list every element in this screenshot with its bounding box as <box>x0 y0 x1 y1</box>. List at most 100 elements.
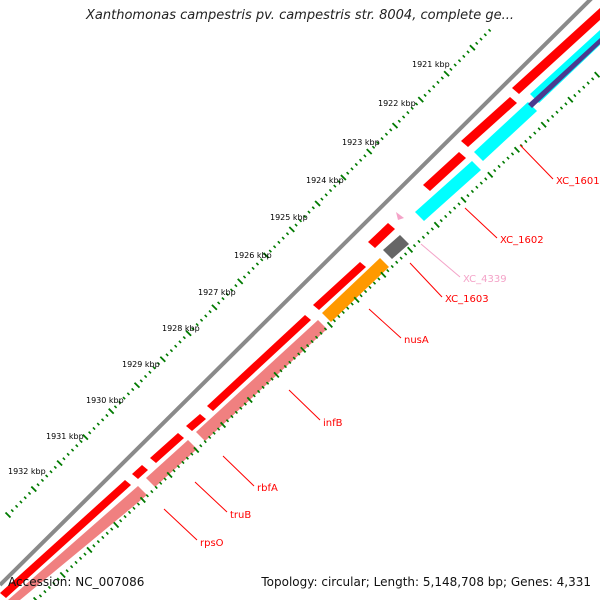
tick-mark <box>247 271 251 275</box>
tick-mark <box>457 59 462 63</box>
tick-mark <box>272 245 277 249</box>
truB-bar[interactable] <box>146 440 197 487</box>
tick-mark <box>143 374 148 379</box>
tick-mark <box>23 496 27 500</box>
tick-mark <box>185 456 190 460</box>
tick-mark <box>417 239 421 244</box>
tick-mark <box>412 244 417 248</box>
tick-mark <box>243 402 247 406</box>
nusA-bar[interactable] <box>322 258 389 322</box>
tick-mark <box>159 356 166 363</box>
XC_1603-bar[interactable] <box>383 235 409 259</box>
tick-mark <box>145 494 149 498</box>
tick-mark <box>234 410 239 415</box>
feature-segment[interactable] <box>368 223 395 248</box>
feature-segment[interactable] <box>132 465 148 479</box>
tick-mark <box>497 164 501 169</box>
tick-mark <box>444 214 448 219</box>
tick-mark <box>372 281 377 285</box>
tick-mark <box>56 577 60 581</box>
tick-mark <box>255 262 260 266</box>
gene-label[interactable]: XC_4339 <box>463 274 507 285</box>
tick-mark <box>123 514 127 519</box>
tick-mark <box>406 110 410 115</box>
genome-backbone <box>0 0 593 587</box>
tick-mark <box>533 131 537 135</box>
tick-mark <box>307 210 311 214</box>
tick-mark <box>460 196 467 203</box>
tick-mark <box>122 396 126 400</box>
tick-label: 1931 kbp <box>46 432 84 441</box>
tick-label: 1930 kbp <box>86 396 124 405</box>
tick-mark <box>212 431 216 435</box>
feature-segment[interactable] <box>461 97 517 147</box>
tick-mark <box>537 127 541 131</box>
gene-label[interactable]: XC_1603 <box>445 294 489 305</box>
gene-label[interactable]: infB <box>323 418 343 429</box>
tick-mark <box>430 227 434 231</box>
tick-mark <box>358 158 363 162</box>
tick-mark <box>4 511 12 519</box>
XC_1602-bar[interactable] <box>415 161 481 221</box>
gene-leader-line <box>409 262 443 298</box>
tick-mark <box>126 392 131 396</box>
tick-mark <box>328 188 333 193</box>
tick-mark <box>346 306 350 310</box>
tick-mark <box>96 539 100 544</box>
tick-mark <box>96 422 100 426</box>
tick-mark <box>487 28 492 33</box>
tick-mark <box>319 331 323 335</box>
tick-mark <box>92 544 96 548</box>
tick-mark <box>273 371 280 379</box>
feature-segment[interactable] <box>512 8 600 94</box>
gene-label[interactable]: XC_1602 <box>500 235 544 246</box>
tick-mark <box>70 565 74 569</box>
tick-mark <box>501 160 506 164</box>
tick-mark <box>166 471 173 479</box>
tick-mark <box>350 302 354 306</box>
feature-segment[interactable] <box>313 262 366 310</box>
gene-label[interactable]: truB <box>230 510 251 521</box>
navy-feature[interactable] <box>528 38 600 108</box>
tick-mark <box>40 478 45 483</box>
tick-mark <box>211 304 218 311</box>
tick-mark <box>390 264 394 269</box>
rpsO-bar[interactable] <box>8 486 147 600</box>
tick-mark <box>174 344 178 348</box>
tick-mark <box>65 569 69 573</box>
tick-mark <box>457 202 461 206</box>
tick-mark <box>582 85 586 89</box>
tick-mark <box>217 301 221 305</box>
tick-mark <box>260 258 264 262</box>
tick-mark <box>56 459 63 467</box>
tick-mark <box>257 389 261 394</box>
feature-segment[interactable] <box>150 433 184 463</box>
gene-label[interactable]: XC_1601 <box>556 176 600 187</box>
gene-label[interactable]: rbfA <box>257 483 278 494</box>
tick-mark <box>371 145 376 149</box>
tick-mark <box>453 63 457 67</box>
tick-mark <box>70 448 75 452</box>
tick-mark <box>139 379 143 383</box>
map-title: Xanthomonas campestris pv. campestris st… <box>86 8 514 23</box>
rbfA-bar[interactable] <box>196 320 327 441</box>
XC_4339-marker[interactable] <box>396 212 404 220</box>
feature-segment[interactable] <box>423 152 466 191</box>
gene-label[interactable]: rpsO <box>200 538 224 549</box>
tick-label: 1928 kbp <box>162 324 200 333</box>
feature-segment[interactable] <box>186 414 206 431</box>
tick-mark <box>208 310 212 314</box>
tick-mark <box>440 76 444 80</box>
XC_1601-bar-upper[interactable] <box>530 30 600 103</box>
feature-segment[interactable] <box>207 315 311 411</box>
feature-segment[interactable] <box>0 480 131 598</box>
tick-mark <box>483 33 487 37</box>
tick-mark <box>377 277 381 281</box>
tick-mark <box>118 400 122 405</box>
tick-mark <box>163 477 167 481</box>
tick-mark <box>30 485 37 493</box>
tick-mark <box>354 162 358 167</box>
gene-label[interactable]: nusA <box>404 335 429 346</box>
XC_1601-bar[interactable] <box>474 102 537 161</box>
tick-mark <box>466 193 470 198</box>
